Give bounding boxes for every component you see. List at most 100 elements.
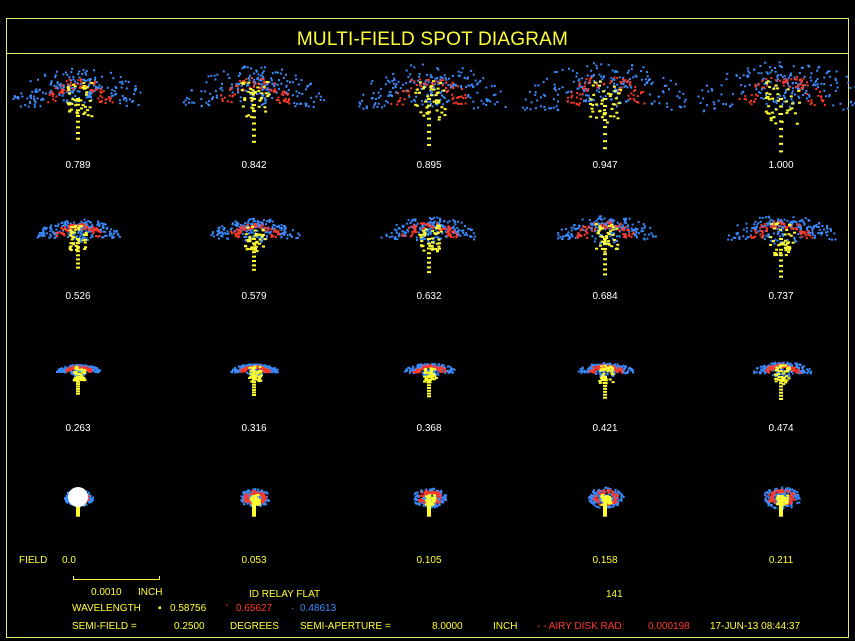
spot-ray [576,227,579,230]
spot-ray [51,230,54,233]
spot-ray [825,72,828,75]
spot-ray [408,94,410,97]
spot-ray [619,226,622,229]
spot-ray [17,96,19,98]
spot-ray [315,95,318,98]
spot-ray [786,238,789,241]
spot-ray [423,231,427,234]
spot-ray [237,82,240,85]
spot-ray [76,380,80,383]
spot-ray [795,371,798,374]
spot-ray [795,78,798,81]
spot-ray [408,95,411,98]
spot-ray [599,244,602,247]
spot-ray [236,228,239,231]
spot-ray [134,88,137,91]
spot-ray [790,224,793,227]
spot-ray [248,366,252,369]
spot-ray [94,76,97,79]
spot-ray [90,98,93,101]
spot-ray [768,86,772,89]
spot-ray [461,88,463,90]
spot-ray [260,66,263,69]
spot-ray [600,102,604,105]
spot-ray [474,79,477,82]
spot-ray [774,380,778,383]
spot-ray [74,365,78,368]
spot-ray [811,233,814,236]
spot-ray [761,80,764,83]
spot-ray [626,71,629,74]
spot-ray [110,92,113,95]
spot-ray [294,105,297,108]
title-rule [6,53,849,54]
spot-ray [84,93,88,96]
spot-ray [280,93,283,96]
spot-ray [82,237,85,240]
spot-ray [73,228,77,231]
spot-ray [581,228,583,231]
spot-ray [781,221,784,224]
spot-ray [263,226,266,229]
spot-ray [253,72,256,75]
spot-ray [786,79,789,81]
spot-ray [422,85,426,88]
spot-ray [613,103,617,106]
spot-ray [802,77,805,80]
spot-ray [48,236,51,239]
spot-ray [748,83,751,86]
spot-ray [627,370,630,373]
spot-ray [114,230,117,233]
spot-ray [594,226,597,229]
spot-ray [849,86,852,89]
spot-ray [439,366,442,369]
spot-ray [777,218,780,221]
spot-ray [85,223,88,226]
spot-ray [550,107,553,110]
spot-ray [427,266,431,269]
spot-ray [776,75,779,78]
spot-ray [787,225,790,228]
spot-ray [227,232,230,235]
spot-ray [762,97,765,100]
spot-ray [362,107,365,110]
spot-ray [108,234,111,237]
spot-ray [592,74,595,76]
spot-ray [784,381,788,384]
spot-ray [263,106,267,109]
spot-ray [747,75,750,77]
spot-ray [783,97,786,100]
spot-ray [782,81,785,84]
spot-ray [423,366,426,369]
spot-ray [248,218,251,221]
spot-ray [76,112,80,115]
spot-ray [785,81,788,84]
spot-ray [596,81,599,84]
spot-ray [816,69,819,72]
spot-ray [732,236,735,239]
spot-ray [419,81,422,84]
spot-ray [74,374,77,377]
spot-ray [785,247,789,250]
spot-ray [65,495,68,498]
spot-ray [88,90,91,93]
spot-ray [590,223,593,226]
spot-ray [817,94,820,97]
spot-ray [786,361,789,364]
spot-ray [256,86,260,89]
spot-ray [436,222,438,225]
spot-ray [555,89,558,92]
spot-ray [789,234,793,237]
spot-ray [585,88,587,90]
spot-ray [305,88,308,91]
spot-ray [748,72,751,75]
spot-ray [438,247,441,250]
spot-ray [419,84,422,87]
spot-ray [630,368,633,370]
spot-ray [415,231,418,234]
spot-ray [394,86,397,89]
spot-ray [603,147,607,150]
spot-ray [247,232,250,235]
spot-ray [803,223,806,226]
